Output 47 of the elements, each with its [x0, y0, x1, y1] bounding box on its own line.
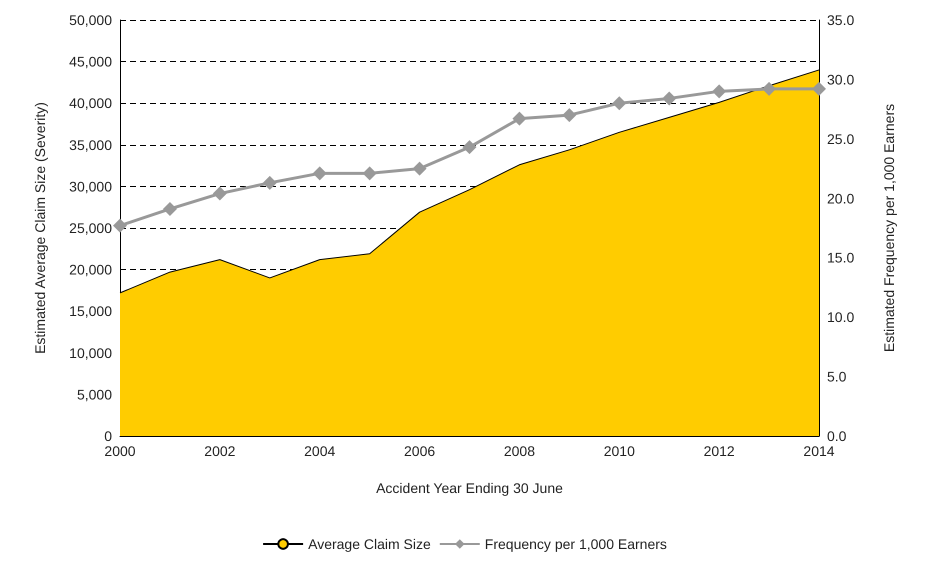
y-tick-label: 5,000 — [76, 386, 112, 402]
x-tick-label: 2000 — [104, 443, 136, 459]
x-tick-label: 2010 — [604, 443, 636, 459]
point — [162, 202, 177, 216]
y-tick-label: 10,000 — [69, 344, 112, 361]
y-tick-label: 30,000 — [69, 178, 112, 194]
point — [562, 108, 576, 122]
point — [212, 186, 227, 201]
y-tick-label: 20,000 — [69, 262, 112, 278]
x-tick-label: 2004 — [304, 443, 336, 459]
legend-label: Frequency per 1,000 Earners — [484, 536, 667, 552]
x-tick-label: 2006 — [404, 443, 436, 459]
y2-tick-label: 0.0 — [827, 428, 847, 444]
point — [312, 166, 327, 180]
point — [812, 82, 826, 96]
x-tick-label: 2002 — [204, 443, 236, 459]
point — [462, 140, 476, 154]
point — [412, 162, 427, 176]
x-axis-title: Accident Year Ending 30 June — [376, 480, 564, 496]
point — [712, 84, 726, 98]
y-tick-label: 50,000 — [69, 12, 112, 28]
x-tick-label: 2014 — [803, 443, 835, 459]
legend-label: Average Claim Size — [308, 536, 432, 552]
y2-tick-label: 5.0 — [827, 368, 847, 385]
point — [262, 176, 277, 190]
y-tick-label: 0 — [104, 428, 112, 444]
point — [113, 218, 127, 233]
point — [612, 96, 626, 110]
y2-axis-title: Estimated Frequency per 1,000 Earners — [881, 104, 897, 352]
point — [362, 166, 377, 180]
point — [762, 82, 776, 96]
y2-tick-label: 25.0 — [827, 130, 854, 147]
y-tick-label: 40,000 — [69, 95, 112, 112]
y2-tick-label: 35.0 — [827, 12, 854, 28]
y2-tick-label: 30.0 — [827, 71, 854, 88]
y-tick-label: 15,000 — [69, 303, 112, 320]
y-tick-label: 25,000 — [69, 220, 112, 236]
y2-tick-label: 15.0 — [827, 250, 854, 266]
point — [662, 91, 676, 106]
x-tick-label: 2008 — [504, 443, 536, 459]
y2-tick-label: 10.0 — [827, 309, 854, 326]
y-tick-label: 45,000 — [69, 54, 112, 70]
point — [512, 112, 526, 126]
x-tick-label: 2012 — [704, 443, 735, 459]
y-tick-label: 35,000 — [69, 136, 112, 153]
y2-tick-label: 20.0 — [827, 190, 854, 206]
y-axis-title: Estimated Average Claim Size (Severity) — [32, 102, 48, 354]
